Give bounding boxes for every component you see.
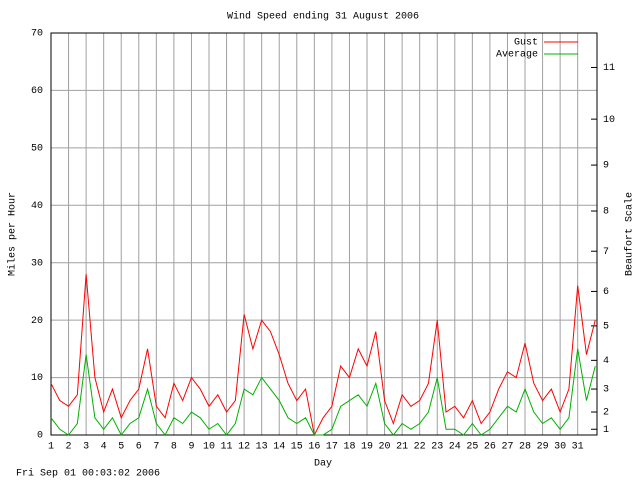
y2-tick-label: 6 <box>603 287 609 298</box>
x-tick-label: 24 <box>449 442 461 453</box>
x-tick-label: 10 <box>203 442 215 453</box>
y-tick-label: 10 <box>31 373 43 384</box>
x-tick-label: 17 <box>326 442 338 453</box>
x-tick-label: 11 <box>221 442 233 453</box>
x-tick-label: 16 <box>308 442 320 453</box>
x-tick-label: 30 <box>554 442 566 453</box>
x-tick-label: 1 <box>48 442 54 453</box>
y2-tick-label: 1 <box>603 425 609 436</box>
y2-tick-label: 9 <box>603 161 609 172</box>
legend-label: Average <box>496 50 538 61</box>
x-tick-label: 8 <box>171 442 177 453</box>
y-tick-label: 0 <box>37 431 43 442</box>
y2-tick-label: 2 <box>603 408 609 419</box>
x-tick-label: 9 <box>188 442 194 453</box>
x-tick-label: 12 <box>238 442 250 453</box>
y-tick-label: 60 <box>31 86 43 97</box>
x-tick-label: 25 <box>466 442 478 453</box>
y2-tick-label: 3 <box>603 385 609 396</box>
x-tick-label: 3 <box>83 442 89 453</box>
x-tick-label: 22 <box>414 442 426 453</box>
y2-tick-label: 8 <box>603 207 609 218</box>
x-tick-label: 19 <box>361 442 373 453</box>
x-tick-label: 21 <box>396 442 408 453</box>
y2-tick-label: 10 <box>603 115 615 126</box>
y-axis-label: Miles per Hour <box>7 192 19 276</box>
y-tick-label: 20 <box>31 316 43 327</box>
x-tick-label: 26 <box>484 442 496 453</box>
x-tick-label: 7 <box>153 442 159 453</box>
chart-title: Wind Speed ending 31 August 2006 <box>227 11 419 23</box>
x-tick-label: 15 <box>291 442 303 453</box>
x-axis-label: Day <box>314 459 332 470</box>
y-tick-label: 40 <box>31 201 43 212</box>
y2-tick-label: 5 <box>603 322 609 333</box>
y-tick-label: 30 <box>31 258 43 269</box>
footer: Fri Sep 01 00:03:02 2006 <box>16 468 160 480</box>
x-tick-label: 29 <box>537 442 549 453</box>
x-tick-label: 28 <box>519 442 531 453</box>
y-tick-label: 50 <box>31 143 43 154</box>
y-tick-label: 70 <box>31 29 43 40</box>
x-tick-label: 23 <box>431 442 443 453</box>
series-line <box>50 274 596 437</box>
x-tick-label: 6 <box>136 442 142 453</box>
series-line <box>50 348 596 436</box>
x-tick-label: 20 <box>379 442 391 453</box>
y2-tick-label: 7 <box>603 247 609 258</box>
x-tick-label: 31 <box>572 442 584 453</box>
x-tick-label: 18 <box>343 442 355 453</box>
y2-tick-label: 11 <box>603 63 615 74</box>
x-tick-label: 4 <box>101 442 107 453</box>
x-tick-label: 2 <box>66 442 72 453</box>
x-tick-label: 5 <box>118 442 124 453</box>
plot-frame <box>50 32 598 436</box>
x-tick-label: 27 <box>501 442 513 453</box>
y2-axis-label: Beaufort Scale <box>624 192 636 276</box>
x-tick-label: 13 <box>256 442 268 453</box>
x-tick-label: 14 <box>273 442 285 453</box>
y2-tick-label: 4 <box>603 356 609 367</box>
legend-label: Gust <box>514 38 538 49</box>
